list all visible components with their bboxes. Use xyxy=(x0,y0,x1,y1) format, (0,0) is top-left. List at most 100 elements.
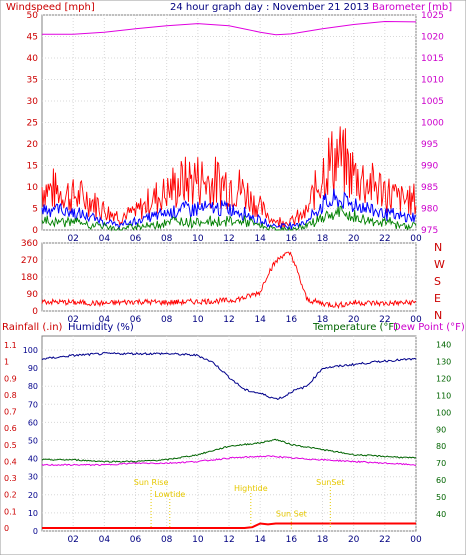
humidity-y-tick-label: 10 xyxy=(28,509,38,518)
wind-x-tick-label: 10 xyxy=(192,234,204,244)
humidity-y-tick-label: 80 xyxy=(28,382,38,391)
direction-x-tick-label: 12 xyxy=(223,315,234,325)
wind-y-tick-label: 35 xyxy=(27,76,38,86)
rainfall-y-tick-label: 0.6 xyxy=(4,424,17,433)
wind-speed-line xyxy=(41,205,417,232)
wind-y-tick-label: 40 xyxy=(27,54,39,64)
humidity-x-tick-label: 10 xyxy=(192,535,204,545)
rainfall-y-tick-label: 0.4 xyxy=(4,457,17,466)
rainfall-y-tick-label: 0.8 xyxy=(4,391,17,400)
direction-x-tick-label: 06 xyxy=(130,315,142,325)
barometer-y-tick-label: 1015 xyxy=(421,54,444,64)
humidity-line xyxy=(41,351,417,400)
wind-x-tick-label: 20 xyxy=(348,234,360,244)
humidity-y-tick-label: 20 xyxy=(28,491,38,500)
rainfall-line xyxy=(42,522,416,529)
wind-y-tick-label: 25 xyxy=(27,119,38,129)
temperature-y-tick-label: 60 xyxy=(436,476,446,485)
direction-x-tick-label: 14 xyxy=(254,315,266,325)
rainfall-y-tick-label: 0 xyxy=(4,524,9,533)
humidity-x-tick-label: 22 xyxy=(379,535,390,545)
wind-y-tick-label: 15 xyxy=(27,162,38,172)
compass-label: W xyxy=(434,258,445,271)
humidity-axis-label: Humidity (%) xyxy=(68,322,134,333)
temperature-line xyxy=(41,438,417,463)
barometer-y-tick-label: 1025 xyxy=(421,11,444,21)
temperature-axis-label: Temperature (°F) xyxy=(312,322,398,333)
annotation-label: Sun Rise xyxy=(134,478,169,487)
direction-x-tick-label: 02 xyxy=(67,315,78,325)
humidity-y-tick-label: 70 xyxy=(28,400,38,409)
compass-label: N xyxy=(434,309,442,322)
rainfall-y-tick-label: 0.2 xyxy=(4,491,17,500)
barometer-y-tick-label: 1010 xyxy=(421,76,444,86)
wind-y-tick-label: 10 xyxy=(27,183,39,193)
direction-x-tick-label: 22 xyxy=(379,315,390,325)
compass-label: S xyxy=(434,275,441,288)
temperature-y-tick-label: 90 xyxy=(436,425,446,434)
temperature-y-tick-label: 100 xyxy=(436,408,451,417)
direction-y-tick-label: 90 xyxy=(27,290,39,300)
windspeed-axis-label: Windspeed [mph] xyxy=(6,2,95,13)
wind-x-tick-label: 22 xyxy=(379,234,390,244)
temperature-y-tick-label: 110 xyxy=(436,391,451,400)
humidity-x-tick-label: 08 xyxy=(161,535,173,545)
wind-x-tick-label: 18 xyxy=(317,234,329,244)
wind-gust-line xyxy=(41,126,417,229)
wind-direction-line xyxy=(41,251,417,310)
barometer-line xyxy=(42,20,417,36)
direction-x-tick-label: 08 xyxy=(161,315,173,325)
humidity-x-tick-label: 00 xyxy=(410,535,422,545)
direction-y-tick-label: 180 xyxy=(21,273,38,283)
temperature-y-tick-label: 130 xyxy=(436,357,451,366)
rainfall-axis-label: Rainfall (.in) xyxy=(2,322,63,333)
humidity-x-tick-label: 14 xyxy=(254,535,266,545)
humidity-y-tick-label: 60 xyxy=(28,418,38,427)
humidity-y-tick-label: 30 xyxy=(28,473,38,482)
temperature-y-tick-label: 70 xyxy=(436,459,446,468)
humidity-x-tick-label: 16 xyxy=(286,535,298,545)
rainfall-y-tick-label: 0.3 xyxy=(4,474,17,483)
wind-y-tick-label: 45 xyxy=(27,33,38,43)
barometer-y-tick-label: 975 xyxy=(421,226,438,236)
direction-x-tick-label: 16 xyxy=(286,315,298,325)
barometer-y-tick-label: 995 xyxy=(421,140,438,150)
barometer-y-tick-label: 1005 xyxy=(421,97,444,107)
dew-point-axis-label: Dew Point (°F) xyxy=(393,322,465,333)
humidity-x-tick-label: 12 xyxy=(223,535,234,545)
annotation-label: SunSet xyxy=(316,478,344,487)
dew-point-line xyxy=(41,455,417,467)
humidity-y-tick-label: 0 xyxy=(33,527,38,536)
wind-y-tick-label: 0 xyxy=(32,226,38,236)
temperature-y-tick-label: 120 xyxy=(436,374,451,383)
humidity-y-tick-label: 100 xyxy=(23,346,38,355)
humidity-x-tick-label: 04 xyxy=(99,535,111,545)
barometer-axis-label: Barometer [mb] xyxy=(372,2,452,13)
wind-y-tick-label: 20 xyxy=(27,140,39,150)
humidity-x-tick-label: 02 xyxy=(67,535,78,545)
direction-x-tick-label: 00 xyxy=(410,315,422,325)
temperature-y-tick-label: 40 xyxy=(436,510,446,519)
humidity-x-tick-label: 18 xyxy=(317,535,329,545)
temperature-y-tick-label: 80 xyxy=(436,442,446,451)
rainfall-y-tick-label: 0.7 xyxy=(4,408,17,417)
wind-x-tick-label: 04 xyxy=(99,234,111,244)
direction-x-tick-label: 10 xyxy=(192,315,204,325)
wind-x-tick-label: 00 xyxy=(410,234,422,244)
temperature-y-tick-label: 140 xyxy=(436,340,451,349)
compass-label: E xyxy=(434,292,441,305)
wind-x-tick-label: 08 xyxy=(161,234,173,244)
humidity-y-tick-label: 40 xyxy=(28,455,38,464)
barometer-y-tick-label: 980 xyxy=(421,205,438,215)
annotation-label: Sun Set xyxy=(276,510,307,519)
direction-y-tick-label: 360 xyxy=(21,239,38,249)
rainfall-y-tick-label: 0.9 xyxy=(4,374,17,383)
barometer-y-tick-label: 990 xyxy=(421,162,438,172)
humidity-y-tick-label: 90 xyxy=(28,364,38,373)
direction-x-tick-label: 18 xyxy=(317,315,329,325)
direction-y-tick-label: 270 xyxy=(21,256,38,266)
direction-y-tick-label: 0 xyxy=(32,307,38,317)
rainfall-y-tick-label: 1.1 xyxy=(4,341,17,350)
